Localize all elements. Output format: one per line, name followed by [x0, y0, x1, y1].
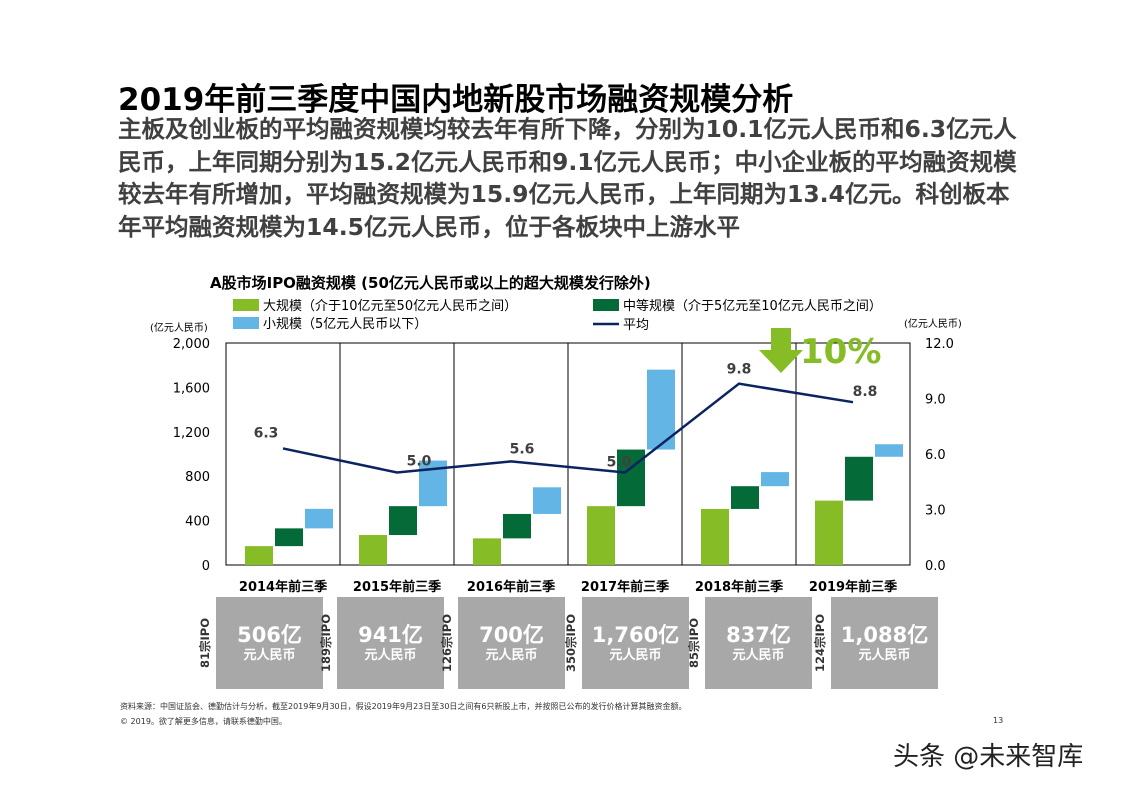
ipo-amount: 506亿 — [237, 623, 302, 647]
ipo-unit: 元人民币 — [243, 648, 296, 663]
legend-large-swatch — [233, 299, 259, 311]
y-tick-label: 0 — [202, 559, 210, 574]
x-tick-label: 2019年前三季 — [809, 579, 897, 595]
average-label: 8.8 — [853, 384, 878, 400]
large-bar — [473, 538, 501, 565]
source-note: 资料来源：中国证监会、德勤估计与分析，截至2019年9月30日，假设2019年9… — [120, 702, 687, 711]
large-bar — [359, 535, 387, 565]
x-tick-label: 2014年前三季 — [239, 579, 327, 595]
ipo-amount: 837亿 — [726, 623, 791, 647]
y-tick-label: 1,200 — [173, 426, 210, 441]
ipo-amount: 700亿 — [479, 623, 544, 647]
decline-annotation: 10% — [800, 332, 881, 372]
large-bar — [701, 508, 729, 565]
down-arrow-icon — [759, 328, 803, 373]
x-tick-label: 2017年前三季 — [581, 579, 669, 595]
ipo-count: 189宗IPO — [319, 614, 333, 672]
ipo-unit: 元人民币 — [609, 648, 662, 663]
watermark: 头条 @未来智库 — [893, 742, 1084, 772]
small-bar — [875, 444, 903, 457]
ipo-count: 350宗IPO — [564, 614, 578, 672]
ipo-unit: 元人民币 — [732, 648, 785, 663]
medium-bar — [845, 456, 873, 501]
x-tick-label: 2018年前三季 — [695, 579, 783, 595]
average-label: 5.0 — [407, 454, 432, 470]
small-bar — [305, 508, 333, 529]
medium-bar — [503, 513, 531, 539]
legend-large-label: 大规模（介于10亿元至50亿元人民币之间） — [263, 299, 517, 314]
medium-bar — [731, 486, 759, 509]
average-label: 6.3 — [254, 425, 279, 441]
y-tick-label: 2,000 — [173, 337, 210, 352]
y2-tick-label: 6.0 — [925, 448, 946, 463]
y-tick-label: 800 — [185, 470, 210, 485]
y2-tick-label: 3.0 — [925, 504, 946, 519]
y-axis-unit: (亿元人民币) — [150, 321, 208, 334]
average-label: 5.0 — [607, 455, 632, 471]
legend-small-swatch — [233, 317, 259, 329]
y2-tick-label: 0.0 — [925, 559, 946, 574]
y-tick-label: 1,600 — [173, 381, 210, 396]
x-tick-label: 2015年前三季 — [353, 579, 441, 595]
page-title: 2019年前三季度中国内地新股市场融资规模分析 — [118, 82, 794, 118]
legend-medium-swatch — [593, 299, 619, 311]
y2-axis-unit: (亿元人民币) — [904, 317, 962, 330]
average-label: 5.6 — [510, 441, 535, 457]
small-bar — [533, 487, 561, 514]
legend-medium-label: 中等规模（介于5亿元至10亿元人民币之间） — [623, 298, 882, 314]
ipo-count: 85宗IPO — [687, 618, 701, 668]
legend-average-label: 平均 — [623, 318, 649, 333]
chart-title: A股市场IPO融资规模 (50亿元人民币或以上的超大规模发行除外) — [210, 274, 651, 292]
average-label: 9.8 — [727, 362, 752, 378]
y-tick-label: 400 — [185, 515, 210, 530]
ipo-count: 126宗IPO — [440, 614, 454, 672]
ipo-unit: 元人民币 — [364, 648, 417, 663]
large-bar — [815, 500, 843, 565]
x-tick-label: 2016年前三季 — [467, 579, 555, 595]
ipo-count: 124宗IPO — [813, 614, 827, 672]
y2-tick-label: 12.0 — [925, 337, 954, 352]
ipo-unit: 元人民币 — [858, 648, 911, 663]
ipo-amount: 1,088亿 — [840, 623, 929, 647]
ipo-amount: 941亿 — [358, 623, 423, 647]
page-number: 13 — [993, 716, 1004, 725]
large-bar — [245, 546, 273, 565]
average-line — [282, 382, 854, 474]
copyright-note: © 2019。欲了解更多信息，请联系德勤中国。 — [120, 717, 287, 726]
page-subtitle: 主板及创业板的平均融资规模均较去年有所下降，分别为10.1亿元人民币和6.3亿元… — [118, 115, 1017, 241]
ipo-unit: 元人民币 — [485, 648, 538, 663]
y2-tick-label: 9.0 — [925, 393, 946, 408]
medium-bar — [275, 528, 303, 547]
legend-small-label: 小规模（5亿元人民币以下） — [263, 317, 427, 332]
ipo-amount: 1,760亿 — [591, 623, 680, 647]
medium-bar — [389, 506, 417, 536]
small-bar — [761, 472, 789, 487]
ipo-count: 81宗IPO — [198, 618, 212, 668]
large-bar — [587, 506, 615, 565]
